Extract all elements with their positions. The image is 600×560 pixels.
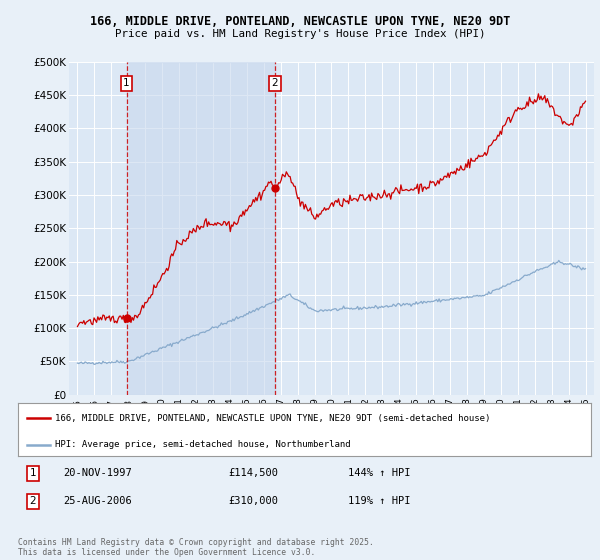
Text: 119% ↑ HPI: 119% ↑ HPI — [348, 496, 410, 506]
Text: 2: 2 — [29, 496, 37, 506]
Text: 1: 1 — [29, 468, 37, 478]
Text: 166, MIDDLE DRIVE, PONTELAND, NEWCASTLE UPON TYNE, NE20 9DT: 166, MIDDLE DRIVE, PONTELAND, NEWCASTLE … — [90, 15, 510, 28]
Text: Price paid vs. HM Land Registry's House Price Index (HPI): Price paid vs. HM Land Registry's House … — [115, 29, 485, 39]
Bar — [127, 62, 275, 395]
Text: 2: 2 — [271, 78, 278, 88]
Text: £310,000: £310,000 — [228, 496, 278, 506]
Text: 144% ↑ HPI: 144% ↑ HPI — [348, 468, 410, 478]
Text: 1: 1 — [123, 78, 130, 88]
Text: 166, MIDDLE DRIVE, PONTELAND, NEWCASTLE UPON TYNE, NE20 9DT (semi-detached house: 166, MIDDLE DRIVE, PONTELAND, NEWCASTLE … — [55, 414, 491, 423]
Text: Contains HM Land Registry data © Crown copyright and database right 2025.
This d: Contains HM Land Registry data © Crown c… — [18, 538, 374, 557]
Text: HPI: Average price, semi-detached house, Northumberland: HPI: Average price, semi-detached house,… — [55, 440, 351, 449]
Text: 20-NOV-1997: 20-NOV-1997 — [63, 468, 132, 478]
Text: £114,500: £114,500 — [228, 468, 278, 478]
Text: 25-AUG-2006: 25-AUG-2006 — [63, 496, 132, 506]
